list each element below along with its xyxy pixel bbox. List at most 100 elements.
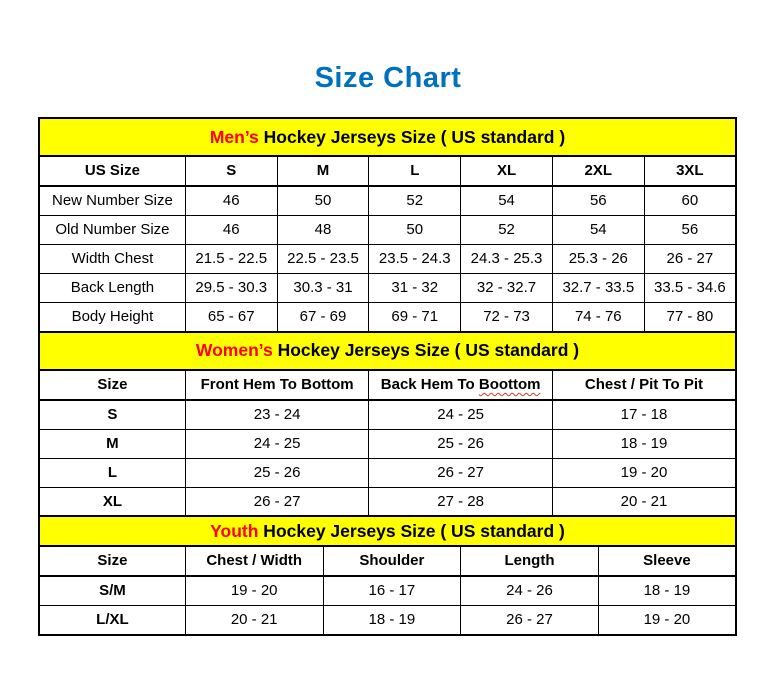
size-cell: 24 - 25 xyxy=(368,399,553,430)
youth-section-title: Youth Hockey Jerseys Size ( US standard … xyxy=(38,515,737,547)
size-cell: 32 - 32.7 xyxy=(460,273,553,303)
youth-label-rest: Hockey Jerseys Size ( US standard ) xyxy=(258,520,565,541)
size-cell: 33.5 - 34.6 xyxy=(643,273,737,303)
column-header-text: Back Hem To xyxy=(380,375,479,393)
womens-label-rest: Hockey Jerseys Size ( US standard ) xyxy=(272,340,580,361)
size-cell: 67 - 69 xyxy=(276,302,370,333)
table-row: L 25 - 26 26 - 27 19 - 20 xyxy=(38,457,737,488)
column-header: M xyxy=(276,155,370,187)
womens-section-title: Women’s Hockey Jerseys Size ( US standar… xyxy=(38,331,737,371)
row-label: L xyxy=(38,457,186,488)
size-cell: 50 xyxy=(276,185,370,216)
size-cell: 27 - 28 xyxy=(368,486,553,517)
size-cell: 17 - 18 xyxy=(551,399,737,430)
page-title: Size Chart xyxy=(314,62,462,94)
column-header: XL xyxy=(460,155,553,187)
column-header: Shoulder xyxy=(322,545,462,577)
row-label: Back Length xyxy=(38,273,186,303)
size-cell: 18 - 19 xyxy=(322,605,462,636)
size-cell: 23 - 24 xyxy=(184,399,370,430)
row-label: Body Height xyxy=(38,302,186,333)
size-cell: 16 - 17 xyxy=(322,575,462,606)
size-cell: 19 - 20 xyxy=(597,605,737,636)
row-label: L/XL xyxy=(38,605,186,636)
column-header: 3XL xyxy=(643,155,737,187)
youth-label-highlight: Youth xyxy=(210,520,259,541)
column-header: S xyxy=(184,155,278,187)
size-cell: 24 - 26 xyxy=(460,575,599,606)
size-cell: 65 - 67 xyxy=(184,302,278,333)
size-cell: 46 xyxy=(184,215,278,245)
size-cell: 32.7 - 33.5 xyxy=(551,273,645,303)
size-cell: 52 xyxy=(460,215,553,245)
size-cell: 26 - 27 xyxy=(643,244,737,274)
row-label: Old Number Size xyxy=(38,215,186,245)
column-header: L xyxy=(368,155,462,187)
row-label: XL xyxy=(38,486,186,517)
size-cell: 20 - 21 xyxy=(184,605,324,636)
womens-size-table: Women’s Hockey Jerseys Size ( US standar… xyxy=(38,330,737,518)
size-cell: 56 xyxy=(551,185,645,216)
size-cell: 50 xyxy=(368,215,462,245)
column-header: Sleeve xyxy=(597,545,737,577)
size-cell: 26 - 27 xyxy=(184,486,370,517)
table-row: Width Chest 21.5 - 22.5 22.5 - 23.5 23.5… xyxy=(38,244,737,274)
mens-header-row: US Size S M L XL 2XL 3XL xyxy=(38,155,737,187)
size-cell: 77 - 80 xyxy=(643,302,737,333)
row-label: Width Chest xyxy=(38,244,186,274)
size-cell: 20 - 21 xyxy=(551,486,737,517)
size-cell: 18 - 19 xyxy=(597,575,737,606)
size-cell: 54 xyxy=(460,185,553,216)
size-cell: 46 xyxy=(184,185,278,216)
size-cell: 22.5 - 23.5 xyxy=(276,244,370,274)
size-cell: 69 - 71 xyxy=(368,302,462,333)
row-label: S xyxy=(38,399,186,430)
size-cell: 25 - 26 xyxy=(368,428,553,459)
table-row: Body Height 65 - 67 67 - 69 69 - 71 72 -… xyxy=(38,302,737,333)
table-row: M 24 - 25 25 - 26 18 - 19 xyxy=(38,428,737,459)
size-cell: 48 xyxy=(276,215,370,245)
youth-header-row: Size Chest / Width Shoulder Length Sleev… xyxy=(38,545,737,577)
youth-section-header: Youth Hockey Jerseys Size ( US standard … xyxy=(38,515,737,547)
table-row: Old Number Size 46 48 50 52 54 56 xyxy=(38,215,737,245)
row-label: New Number Size xyxy=(38,185,186,216)
size-cell: 30.3 - 31 xyxy=(276,273,370,303)
size-cell: 19 - 20 xyxy=(184,575,324,606)
size-cell: 26 - 27 xyxy=(368,457,553,488)
size-cell: 29.5 - 30.3 xyxy=(184,273,278,303)
size-cell: 25.3 - 26 xyxy=(551,244,645,274)
size-cell: 23.5 - 24.3 xyxy=(368,244,462,274)
column-header: Front Hem To Bottom xyxy=(184,369,370,401)
size-chart-page: Size Chart Men’s Hockey Jerseys Size ( U… xyxy=(38,62,737,636)
size-cell: 26 - 27 xyxy=(460,605,599,636)
table-row: L/XL 20 - 21 18 - 19 26 - 27 19 - 20 xyxy=(38,605,737,636)
youth-size-table: Youth Hockey Jerseys Size ( US standard … xyxy=(38,515,737,636)
misspelled-word: Boottom xyxy=(478,375,541,393)
row-label: M xyxy=(38,428,186,459)
column-header: Chest / Width xyxy=(184,545,324,577)
mens-label-highlight: Men’s xyxy=(209,126,259,147)
size-cell: 60 xyxy=(643,185,737,216)
column-header: US Size xyxy=(38,155,186,187)
size-chart: Men’s Hockey Jerseys Size ( US standard … xyxy=(38,117,737,636)
table-row: S/M 19 - 20 16 - 17 24 - 26 18 - 19 xyxy=(38,575,737,606)
column-header: Chest / Pit To Pit xyxy=(551,369,737,401)
size-cell: 56 xyxy=(643,215,737,245)
table-row: XL 26 - 27 27 - 28 20 - 21 xyxy=(38,486,737,517)
table-row: S 23 - 24 24 - 25 17 - 18 xyxy=(38,399,737,430)
column-header: Back Hem To Boottom xyxy=(368,369,553,401)
column-header: Size xyxy=(38,545,186,577)
mens-section-header: Men’s Hockey Jerseys Size ( US standard … xyxy=(38,117,737,157)
size-cell: 74 - 76 xyxy=(551,302,645,333)
size-cell: 18 - 19 xyxy=(551,428,737,459)
column-header: 2XL xyxy=(551,155,645,187)
size-cell: 24.3 - 25.3 xyxy=(460,244,553,274)
size-cell: 19 - 20 xyxy=(551,457,737,488)
size-cell: 25 - 26 xyxy=(184,457,370,488)
row-label: S/M xyxy=(38,575,186,606)
size-cell: 54 xyxy=(551,215,645,245)
size-cell: 21.5 - 22.5 xyxy=(184,244,278,274)
column-header: Length xyxy=(460,545,599,577)
table-row: New Number Size 46 50 52 54 56 60 xyxy=(38,185,737,216)
womens-label-highlight: Women’s xyxy=(195,340,273,361)
